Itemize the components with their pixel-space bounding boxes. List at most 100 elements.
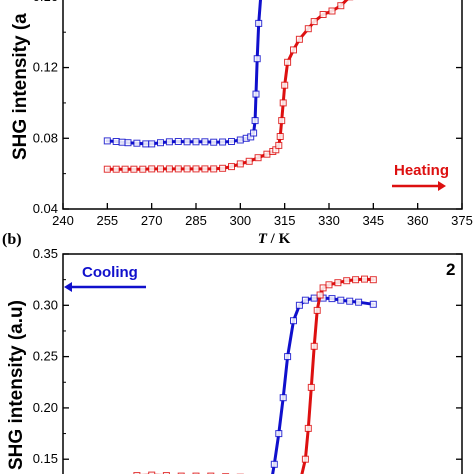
- panel-b: 0.15 0.20 0.25 0.30 0.35 (b) SHG intensity (…: [2, 231, 463, 474]
- panel-b-y-axis-label: SHG intensity (a.u): [6, 300, 27, 470]
- y-tick-label: 0.16: [33, 0, 58, 4]
- data-point: [304, 424, 312, 432]
- heating-label: Heating: [394, 162, 449, 179]
- plot-frame: [62, 253, 463, 474]
- data-point: [263, 150, 271, 158]
- data-point: [319, 11, 327, 18]
- data-point: [210, 165, 218, 173]
- data-point: [284, 353, 292, 361]
- data-point: [192, 165, 200, 173]
- data-point: [278, 117, 286, 125]
- cooling-arrow-icon: [64, 282, 146, 292]
- data-point: [130, 165, 138, 173]
- panel-a-series: [103, 0, 354, 173]
- data-point: [310, 18, 318, 26]
- data-point: [369, 300, 377, 308]
- data-point: [284, 58, 292, 66]
- data-point: [124, 139, 132, 147]
- panel-a-x-axis-label: T / K: [258, 231, 291, 247]
- x-tick-label: 315: [274, 213, 296, 228]
- panel-b-y-tick-labels: 0.15 0.20 0.25 0.30 0.35: [33, 246, 58, 466]
- data-point: [255, 19, 263, 27]
- data-point: [254, 154, 262, 162]
- x-axis-unit: / K: [267, 231, 291, 247]
- data-point: [346, 297, 354, 305]
- data-point: [183, 165, 191, 173]
- data-point: [183, 138, 191, 146]
- data-point: [275, 430, 283, 438]
- data-point: [165, 165, 173, 173]
- data-point: [219, 164, 227, 172]
- panel-b-series: [133, 275, 377, 474]
- panel-b-number: 2: [446, 260, 455, 279]
- data-point: [112, 165, 120, 173]
- data-point: [316, 291, 324, 299]
- panel-a-y-tick-labels: 0.04 0.08 0.12 0.16: [33, 0, 58, 216]
- y-tick-label: 0.30: [33, 297, 58, 312]
- data-point: [252, 90, 260, 98]
- x-tick-label: 240: [52, 213, 74, 228]
- data-point: [201, 165, 209, 173]
- data-point: [307, 383, 315, 391]
- series-line: [271, 296, 375, 474]
- cooling-label: Cooling: [82, 264, 138, 281]
- panel-b-axes: [62, 253, 463, 474]
- data-point: [118, 138, 126, 146]
- data-point: [276, 133, 284, 140]
- data-point: [112, 138, 120, 145]
- data-point: [142, 140, 150, 148]
- data-point: [201, 138, 209, 146]
- panel-a-y-axis-label: SHG intensity (a: [10, 13, 31, 160]
- y-tick-label: 0.08: [33, 130, 58, 145]
- x-tick-label: 345: [362, 213, 384, 228]
- data-point: [313, 306, 321, 314]
- data-point: [337, 296, 345, 304]
- data-point: [121, 165, 129, 173]
- panel-b-tag: (b): [2, 231, 22, 248]
- data-point: [228, 138, 235, 145]
- data-point: [369, 276, 377, 284]
- data-point: [301, 455, 309, 463]
- data-point: [103, 137, 111, 145]
- y-tick-label: 0.04: [33, 201, 58, 216]
- data-point: [157, 139, 164, 147]
- x-tick-label: 375: [451, 213, 473, 228]
- data-point: [290, 46, 297, 54]
- x-tick-label: 300: [229, 213, 251, 228]
- data-point: [355, 298, 363, 306]
- y-tick-label: 0.20: [33, 400, 58, 415]
- data-point: [139, 165, 147, 173]
- data-point: [165, 138, 173, 146]
- data-point: [157, 165, 164, 173]
- data-point: [236, 160, 244, 168]
- data-point: [148, 165, 156, 173]
- data-point: [228, 163, 235, 171]
- data-point: [279, 394, 287, 402]
- data-point: [162, 472, 170, 474]
- data-point: [328, 7, 336, 15]
- x-tick-label: 270: [141, 213, 163, 228]
- panel-a-axes: [62, 0, 463, 210]
- data-point: [301, 296, 309, 304]
- data-point: [325, 281, 333, 289]
- series-line: [139, 277, 375, 474]
- y-tick-label: 0.25: [33, 349, 58, 364]
- data-point: [148, 140, 156, 148]
- y-tick-label: 0.35: [33, 246, 58, 261]
- data-point: [192, 138, 200, 146]
- data-point: [270, 460, 278, 468]
- y-tick-label: 0.15: [33, 451, 58, 466]
- plot-frame: [62, 0, 463, 210]
- data-point: [290, 317, 297, 325]
- data-point: [133, 139, 141, 147]
- heating-arrow-icon: [392, 181, 446, 191]
- x-axis-variable: T: [258, 231, 268, 247]
- data-point: [310, 294, 318, 302]
- y-tick-label: 0.12: [33, 60, 58, 75]
- data-point: [219, 138, 227, 146]
- data-point: [361, 275, 368, 283]
- series-line: [105, 0, 262, 146]
- data-point: [253, 55, 261, 63]
- data-point: [174, 138, 182, 145]
